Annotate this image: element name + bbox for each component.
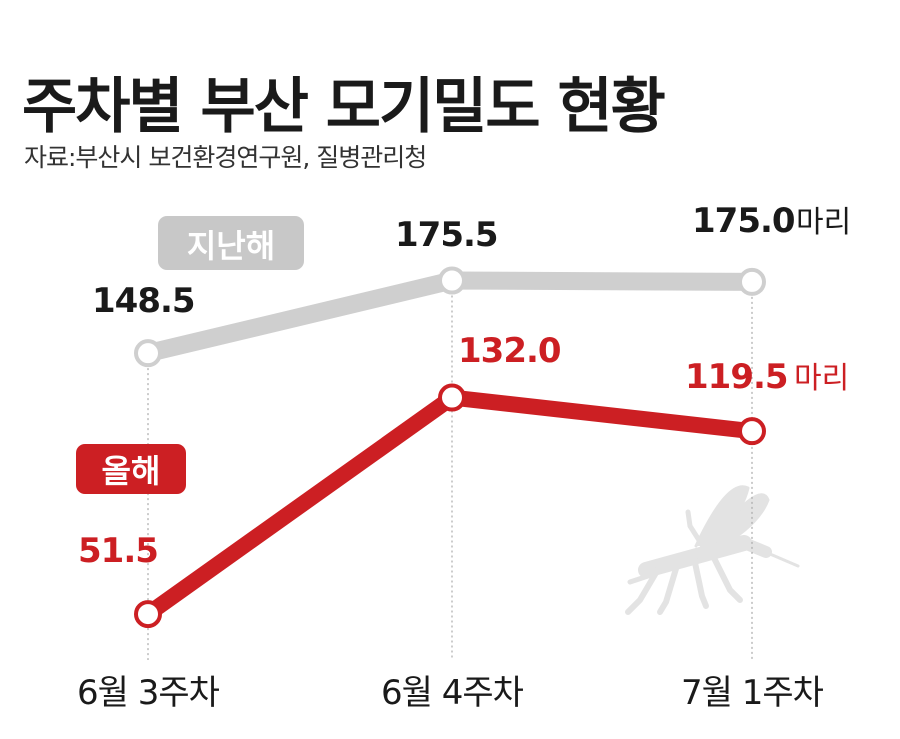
data-label: 132.0 [458, 331, 561, 371]
data-label: 175.5 [395, 215, 498, 255]
series-lines [134, 266, 766, 629]
x-axis-labels: 6월 3주차 6월 4주차 7월 1주차 [77, 673, 825, 713]
legend-box [76, 444, 186, 494]
chart-source: 자료:부산시 보건환경연구원, 질병관리청 [24, 143, 427, 172]
data-label: 119.5 [685, 357, 788, 397]
data-point [438, 266, 466, 295]
data-point [738, 267, 766, 296]
unit-label: 마리 [796, 205, 851, 240]
chart-title: 주차별 부산 모기밀도 현황 [22, 72, 666, 142]
x-tick-label: 6월 3주차 [77, 673, 220, 713]
data-point [438, 383, 466, 412]
mosquito-icon [625, 485, 800, 615]
legend-label: 올해 [102, 452, 161, 490]
data-point [738, 417, 766, 446]
data-label: 175.0 [692, 201, 795, 241]
x-tick-label: 6월 4주차 [381, 673, 524, 713]
series-last-year [134, 266, 766, 368]
unit-label: 마리 [794, 361, 849, 396]
legend-last-year: 지난해 [158, 216, 304, 270]
legend-label: 지난해 [187, 227, 275, 265]
data-point [134, 600, 162, 629]
series-line [140, 389, 760, 623]
series-this-year [134, 383, 766, 629]
data-point [134, 339, 162, 368]
legend-box [158, 216, 304, 270]
x-tick-label: 7월 1주차 [681, 673, 824, 713]
legend-this-year: 올해 [76, 444, 186, 494]
data-label: 51.5 [78, 531, 158, 571]
data-label: 148.5 [92, 281, 195, 321]
